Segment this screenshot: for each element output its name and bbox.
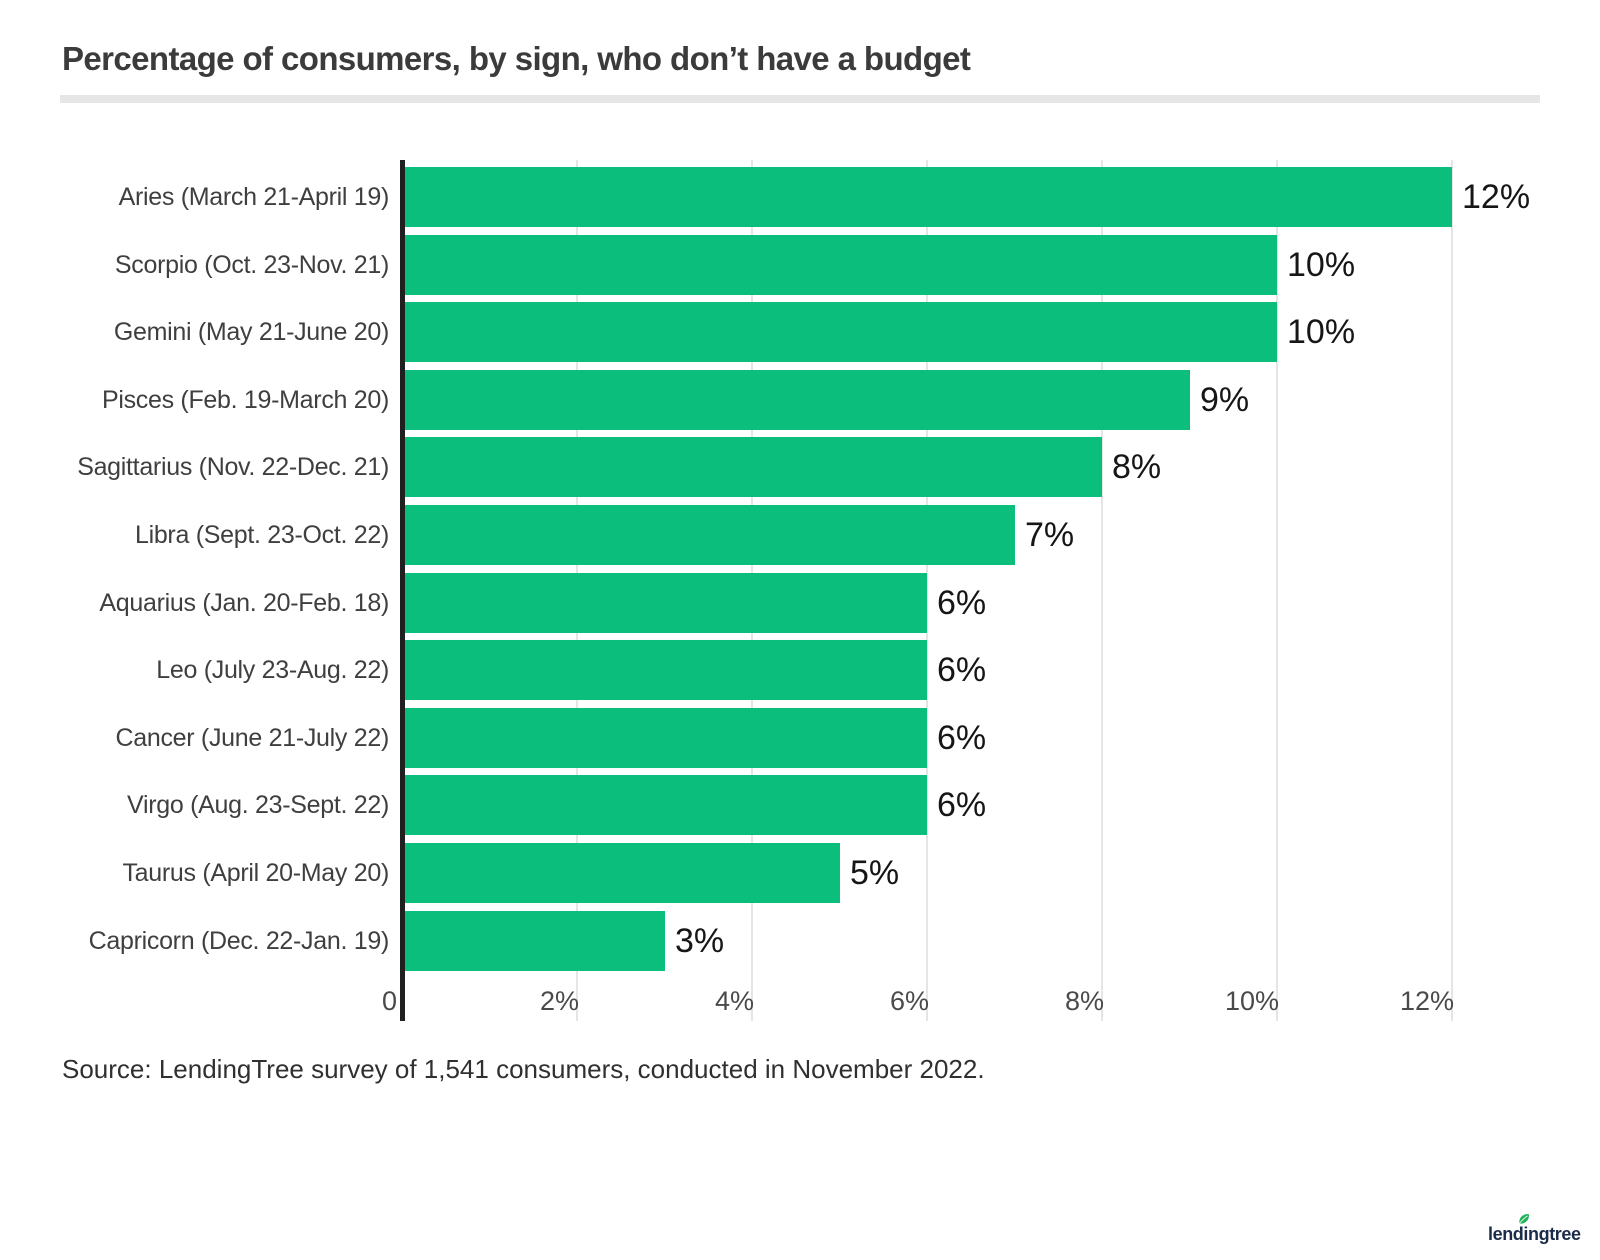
- bar: [405, 235, 1277, 295]
- value-label: 12%: [1462, 177, 1531, 216]
- y-axis-line: [400, 160, 405, 1021]
- source-note: Source: LendingTree survey of 1,541 cons…: [62, 1054, 985, 1084]
- gridline: [1451, 160, 1453, 1021]
- value-label: 6%: [937, 785, 987, 824]
- value-label: 9%: [1200, 380, 1250, 419]
- bar: [405, 843, 840, 903]
- bar: [405, 775, 927, 835]
- value-label: 8%: [1112, 447, 1162, 486]
- category-label: Libra (Sept. 23-Oct. 22): [134, 520, 389, 549]
- value-label: 10%: [1287, 245, 1356, 284]
- category-label: Sagittarius (Nov. 22-Dec. 21): [77, 452, 389, 481]
- value-label: 3%: [675, 921, 725, 960]
- value-label: 6%: [937, 718, 987, 757]
- x-tick-label: 8%: [1064, 986, 1104, 1016]
- title-divider: [60, 95, 1540, 103]
- logo-text: lendingtree: [1488, 1224, 1581, 1244]
- value-label: 7%: [1025, 515, 1075, 554]
- page-title: Percentage of consumers, by sign, who do…: [62, 40, 971, 77]
- category-label: Scorpio (Oct. 23-Nov. 21): [114, 250, 389, 279]
- category-label: Gemini (May 21-June 20): [113, 317, 389, 346]
- bar: [405, 370, 1190, 430]
- category-label: Pisces (Feb. 19-March 20): [101, 385, 389, 414]
- leaf-icon: [1519, 1214, 1529, 1224]
- bar: [405, 167, 1452, 227]
- x-tick-label: 0: [381, 986, 397, 1016]
- x-tick-label: 4%: [714, 986, 754, 1016]
- x-tick-label: 6%: [889, 986, 929, 1016]
- bar: [405, 708, 927, 768]
- gridline: [1101, 160, 1103, 1021]
- category-label: Virgo (Aug. 23-Sept. 22): [127, 790, 389, 819]
- category-label: Capricorn (Dec. 22-Jan. 19): [88, 926, 390, 955]
- category-label: Leo (July 23-Aug. 22): [156, 655, 389, 684]
- value-label: 10%: [1287, 312, 1356, 351]
- category-label: Aries (March 21-April 19): [118, 182, 390, 211]
- value-label: 5%: [850, 853, 900, 892]
- bar: [405, 640, 927, 700]
- bar: [405, 437, 1102, 497]
- gridline: [1276, 160, 1278, 1021]
- bar: [405, 573, 927, 633]
- value-label: 6%: [937, 583, 987, 622]
- bar: [405, 302, 1277, 362]
- x-tick-label: 2%: [539, 986, 579, 1016]
- category-label: Cancer (June 21-July 22): [115, 723, 390, 752]
- lendingtree-logo: lendingtree: [1488, 1210, 1583, 1250]
- category-label: Taurus (April 20-May 20): [122, 858, 389, 887]
- x-tick-label: 12%: [1399, 986, 1454, 1016]
- gridline: [926, 160, 928, 1021]
- x-tick-label: 10%: [1224, 986, 1279, 1016]
- category-label: Aquarius (Jan. 20-Feb. 18): [99, 588, 389, 617]
- value-label: 6%: [937, 650, 987, 689]
- bar: [405, 505, 1015, 565]
- bar: [405, 911, 665, 971]
